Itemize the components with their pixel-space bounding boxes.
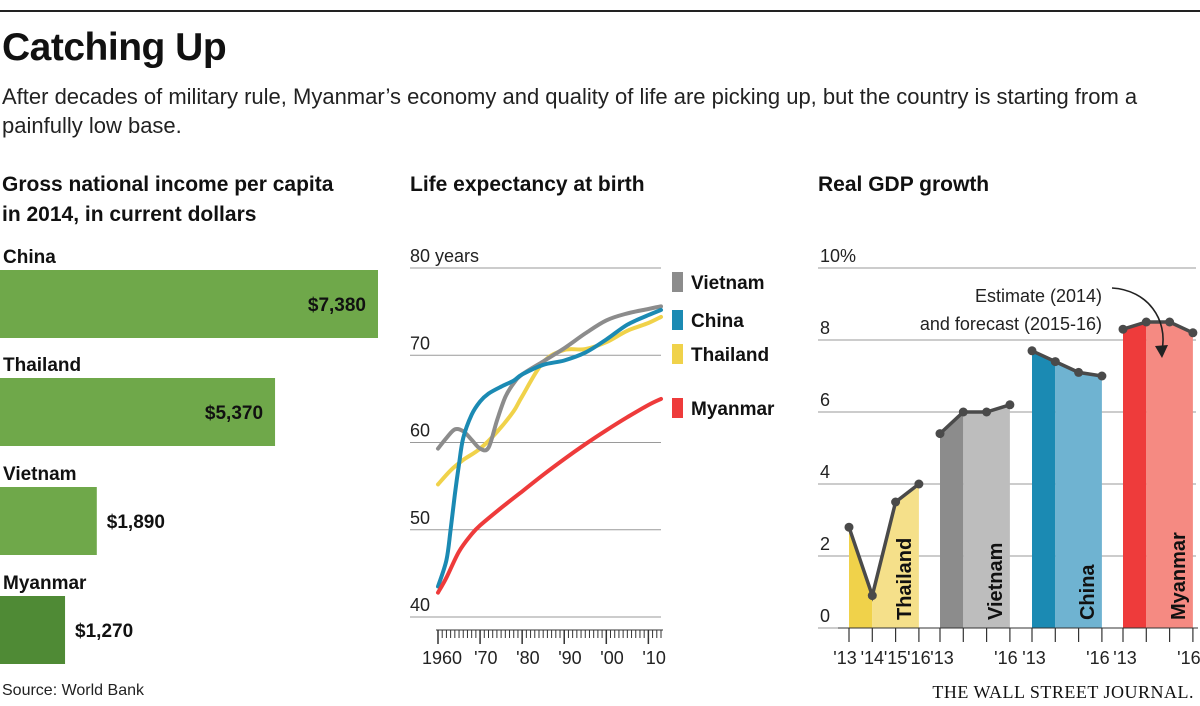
gni-chart-title-line-2: in 2014, in current dollars [2, 203, 257, 226]
life-line-thailand [436, 314, 663, 487]
life-y-tick-40: 40 [410, 595, 430, 615]
gni-bar-vietnam [0, 487, 97, 555]
gdp-line-myanmar [1122, 320, 1194, 335]
life-legend-label-myanmar: Myanmar [691, 399, 775, 420]
gdp-area-forecast-vietnam [963, 404, 1010, 628]
life-legend-swatch-vietnam [672, 272, 683, 292]
top-rule [0, 10, 1200, 12]
gdp-annotation-line-2: and forecast (2015-16) [920, 314, 1102, 334]
gdp-y-tick-8: 8 [820, 318, 830, 338]
gni-value-vietnam: $1,890 [107, 512, 165, 533]
gdp-x-label-vietnam-2013: '13 [930, 648, 953, 668]
life-x-label-1970: '70 [474, 648, 497, 668]
gdp-point-vietnam-2014 [958, 407, 968, 417]
gdp-point-vietnam-2015 [982, 407, 992, 417]
life-expectancy-chart-title: Life expectancy at birth [410, 173, 645, 196]
gdp-country-label-china: China [1077, 564, 1099, 620]
gdp-x-label-thailand-2016: '16 [907, 648, 930, 668]
gni-label-thailand: Thailand [3, 355, 81, 376]
gdp-point-china-2013 [1027, 346, 1037, 356]
gdp-point-thailand-2016 [914, 479, 924, 489]
gdp-area-forecast-china [1055, 361, 1102, 628]
life-line-vietnam [436, 304, 663, 453]
gni-chart-title: Gross national income per capita in 2014… [2, 170, 333, 230]
gdp-point-thailand-2013 [844, 522, 854, 532]
gdp-point-myanmar-2015 [1165, 317, 1175, 327]
gni-bar-thailand [0, 378, 276, 446]
life-line-myanmar [436, 396, 663, 595]
source-note: Source: World Bank [2, 682, 144, 699]
life-line-china [436, 307, 663, 589]
gdp-x-label-china-2013: '13 [1022, 648, 1045, 668]
gdp-annotation-arrow [1111, 287, 1164, 351]
gni-chart-title-line-1: Gross national income per capita [2, 173, 334, 196]
life-y-tick-50: 50 [410, 508, 430, 528]
gdp-point-china-2014 [1050, 357, 1060, 367]
gdp-x-label-thailand-2013: '13 [833, 648, 856, 668]
life-x-label-2010: '10 [642, 648, 665, 668]
gdp-point-vietnam-2013 [935, 429, 945, 439]
gdp-area-forecast-thailand [872, 484, 919, 628]
life-y-tick-60: 60 [410, 421, 430, 441]
gdp-point-thailand-2014 [867, 591, 877, 601]
gni-label-myanmar: Myanmar [3, 573, 87, 594]
gni-label-vietnam: Vietnam [3, 464, 77, 485]
gdp-point-china-2015 [1074, 367, 1084, 377]
gdp-point-myanmar-2013 [1118, 324, 1128, 334]
life-y-tick-80: 80 years [410, 246, 479, 266]
life-legend-label-china: China [691, 311, 744, 332]
gdp-point-myanmar-2016 [1188, 328, 1198, 338]
gdp-y-tick-10: 10% [820, 246, 856, 266]
gdp-x-label-vietnam-2016: '16 [994, 648, 1017, 668]
gni-value-china: $7,380 [308, 295, 366, 316]
life-legend-swatch-china [672, 310, 683, 330]
life-y-tick-70: 70 [410, 333, 430, 353]
life-legend-label-vietnam: Vietnam [691, 273, 765, 294]
gdp-country-label-thailand: Thailand [894, 538, 916, 620]
gdp-x-label-thailand-2015: '15 [884, 648, 907, 668]
gdp-x-label-myanmar-2013: '13 [1113, 648, 1136, 668]
gdp-x-label-china-2016: '16 [1086, 648, 1109, 668]
gdp-line-thailand [847, 482, 920, 602]
life-x-label-2000: '00 [600, 648, 623, 668]
gdp-annotation-arrowhead [1155, 345, 1168, 358]
gdp-x-label-myanmar-2016: '16 [1177, 648, 1200, 668]
gdp-line-vietnam [938, 403, 1011, 435]
gdp-line-china [1031, 349, 1103, 378]
gdp-point-myanmar-2014 [1141, 317, 1151, 327]
gdp-y-tick-0: 0 [820, 606, 830, 626]
gdp-y-tick-4: 4 [820, 462, 830, 482]
life-legend-swatch-myanmar [672, 398, 683, 418]
gni-value-myanmar: $1,270 [75, 621, 133, 642]
life-x-label-1990: '90 [558, 648, 581, 668]
gni-label-china: China [3, 247, 56, 268]
gni-bar-china [0, 270, 378, 338]
life-legend-swatch-thailand [672, 344, 683, 364]
gdp-country-label-myanmar: Myanmar [1168, 532, 1190, 620]
publisher-credit: THE WALL STREET JOURNAL. [932, 682, 1194, 702]
gdp-annotation-line-1: Estimate (2014) [975, 286, 1102, 306]
gdp-area-actual-myanmar [1123, 322, 1147, 628]
gdp-y-tick-2: 2 [820, 534, 830, 554]
headline: Catching Up [2, 26, 227, 69]
gdp-y-tick-6: 6 [820, 390, 830, 410]
life-legend-label-thailand: Thailand [691, 345, 769, 366]
life-x-label-1960: 1960 [422, 648, 462, 668]
gdp-point-china-2016 [1097, 371, 1107, 381]
gdp-area-actual-thailand [849, 527, 873, 628]
gdp-country-label-vietnam: Vietnam [985, 543, 1007, 620]
gdp-x-label-thailand-2014: '14 [861, 648, 884, 668]
life-x-label-1980: '80 [516, 648, 539, 668]
gdp-area-forecast-myanmar [1146, 322, 1193, 628]
gdp-area-actual-vietnam [940, 412, 964, 628]
gni-bar-myanmar [0, 596, 66, 664]
gdp-growth-chart-title: Real GDP growth [818, 173, 990, 196]
gdp-point-thailand-2015 [891, 497, 901, 507]
gdp-point-vietnam-2016 [1005, 400, 1015, 410]
subtitle: After decades of military rule, Myanmar’… [2, 84, 1138, 138]
gni-value-thailand: $5,370 [205, 403, 263, 424]
gdp-area-actual-china [1032, 350, 1056, 628]
